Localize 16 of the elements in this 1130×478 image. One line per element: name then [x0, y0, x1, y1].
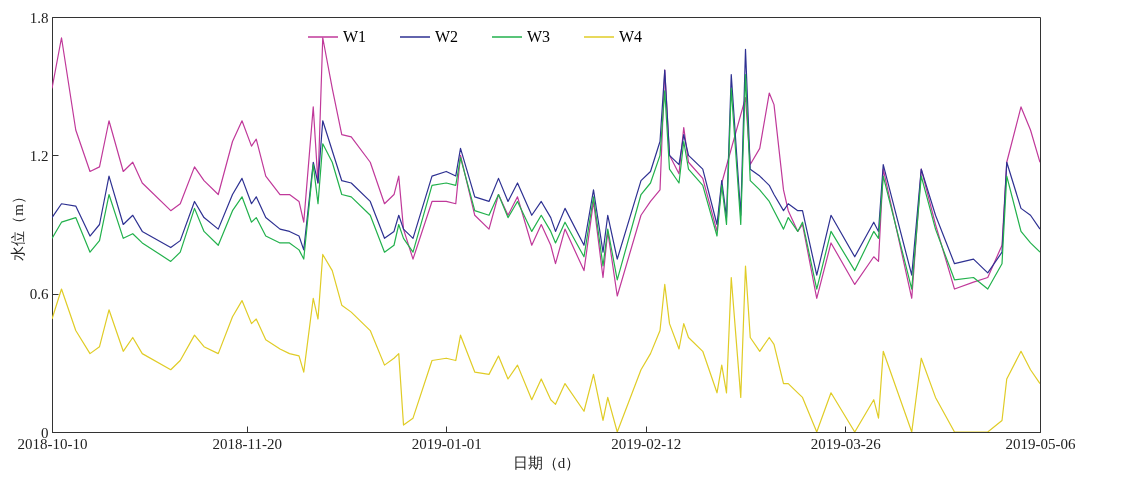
y-tick-label: 1.2	[29, 147, 49, 164]
x-tick-label: 2019-02-12	[611, 435, 682, 452]
line-series	[52, 74, 1040, 290]
x-tick-label: 2018-11-20	[212, 435, 282, 452]
x-tick-label: 2019-05-06	[1005, 435, 1076, 452]
x-axis-title: 日期（d）	[512, 454, 581, 471]
legend-label: W2	[435, 28, 459, 45]
y-tick-label: 0.6	[29, 286, 49, 303]
legend-label: W1	[343, 28, 367, 45]
legend-label: W3	[527, 28, 551, 45]
legend-label: W4	[619, 28, 643, 45]
y-tick-label: 1.8	[29, 9, 49, 26]
x-tick-label: 2019-01-01	[411, 435, 482, 452]
y-axis-title: 水位（m）	[9, 189, 26, 261]
x-tick-label: 2019-03-26	[810, 435, 882, 452]
line-series	[52, 253, 1040, 432]
